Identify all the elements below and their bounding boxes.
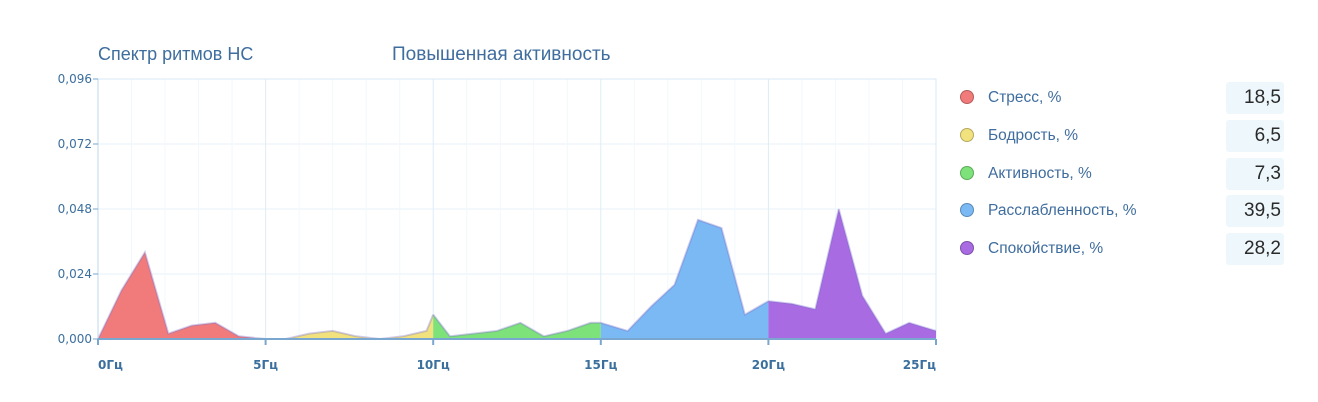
legend-label: Спокойствие, %: [988, 240, 1104, 258]
y-tick-label: 0,072: [58, 137, 92, 151]
x-tick-label: 20Гц: [752, 358, 785, 372]
x-tick-label: 10Гц: [417, 358, 450, 372]
legend-item-relaxation[interactable]: Расслабленность, % 39,5: [958, 193, 1288, 231]
spectrum-chart: 0,000 0,024 0,048 0,072 0,096 0Гц 5Гц 10Гц 15Гц 2…: [58, 72, 937, 372]
legend-value: 18,5: [1226, 82, 1284, 114]
legend-label: Активность, %: [988, 164, 1092, 182]
legend-marker: [960, 203, 974, 218]
series-area: [600, 219, 769, 339]
series-line: [600, 218, 769, 333]
series-line: [432, 313, 601, 338]
series-area: [265, 314, 434, 339]
y-tick-label: 0,096: [58, 72, 92, 86]
legend-marker: [960, 90, 974, 104]
legend-label: Стресс, %: [988, 89, 1062, 106]
x-tick-label: 15Гц: [584, 358, 617, 372]
chart-subtitle: Повышенная активность: [392, 44, 611, 65]
y-tick-label: 0,048: [58, 202, 92, 216]
legend: Стресс, % 18,5 Бодрость, % 6,5 Активност…: [958, 80, 1288, 269]
x-tick-label: 25Гц: [903, 358, 936, 372]
legend-item-activity[interactable]: Активность, % 7,3: [958, 156, 1288, 194]
series-line: [768, 208, 937, 335]
series-area: [433, 314, 601, 339]
legend-item-stress[interactable]: Стресс, % 18,5: [958, 80, 1288, 118]
chart-title: Спектр ритмов НС: [98, 44, 254, 64]
legend-value: 39,5: [1226, 195, 1284, 228]
series-area: [768, 209, 936, 339]
legend-marker: [960, 127, 974, 142]
y-tick-label: 0,000: [58, 332, 92, 346]
legend-value: 6,5: [1226, 119, 1284, 152]
legend-marker: [960, 241, 974, 256]
legend-marker: [960, 165, 974, 180]
series-area: [98, 252, 266, 339]
x-tick-label: 5Гц: [253, 358, 278, 372]
series-line: [97, 249, 266, 340]
legend-item-vigor[interactable]: Бодрость, % 6,5: [958, 118, 1288, 156]
legend-value: 28,2: [1226, 233, 1284, 266]
x-tick-label: 0Гц: [98, 358, 123, 372]
y-tick-label: 0,024: [58, 267, 92, 281]
legend-value: 7,3: [1226, 157, 1284, 190]
legend-label: Расслабленность, %: [988, 202, 1137, 220]
legend-label: Бодрость, %: [988, 126, 1079, 144]
legend-item-calmness[interactable]: Спокойствие, % 28,2: [958, 231, 1288, 269]
series-line: [265, 314, 435, 341]
